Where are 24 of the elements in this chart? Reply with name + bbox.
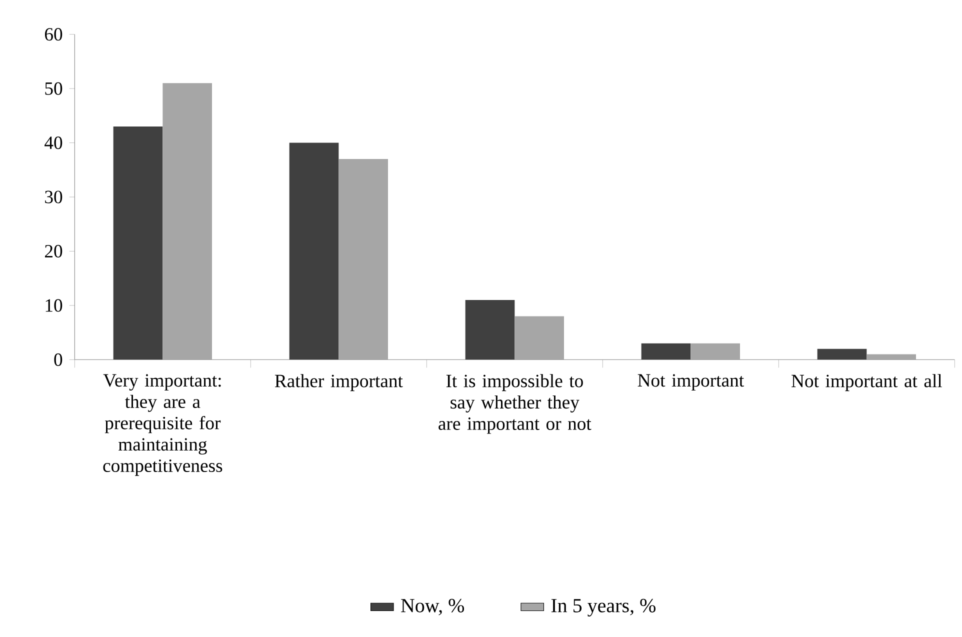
- bar: [514, 316, 564, 360]
- bar: [690, 343, 740, 360]
- bar: [817, 348, 867, 360]
- bar: [641, 343, 691, 360]
- bar: [866, 354, 916, 360]
- x-tick-label: Not important at all: [792, 374, 942, 392]
- bar: [113, 126, 163, 360]
- x-tick-label: Not important: [638, 374, 744, 390]
- bar: [162, 83, 212, 360]
- y-tick-label: 0: [54, 353, 62, 366]
- y-tick-label: 20: [45, 244, 62, 258]
- legend-label: In 5 years, %: [551, 598, 656, 616]
- bar: [289, 142, 339, 360]
- legend-label: Now, %: [401, 598, 464, 616]
- y-tick-label: 10: [46, 299, 62, 312]
- bar: [338, 159, 388, 360]
- y-tick-label: 50: [45, 82, 62, 95]
- x-tick-label: Very important: they are a prerequisite for maintaining competitiveness: [103, 374, 222, 476]
- x-tick-label: It is impossible to say whether they are important or not: [438, 374, 592, 434]
- y-tick-label: 40: [44, 136, 62, 150]
- y-tick-label: 30: [45, 190, 62, 204]
- x-tick-label: Rather important: [274, 374, 403, 392]
- y-tick-label: 60: [44, 28, 62, 41]
- bar: [465, 300, 515, 360]
